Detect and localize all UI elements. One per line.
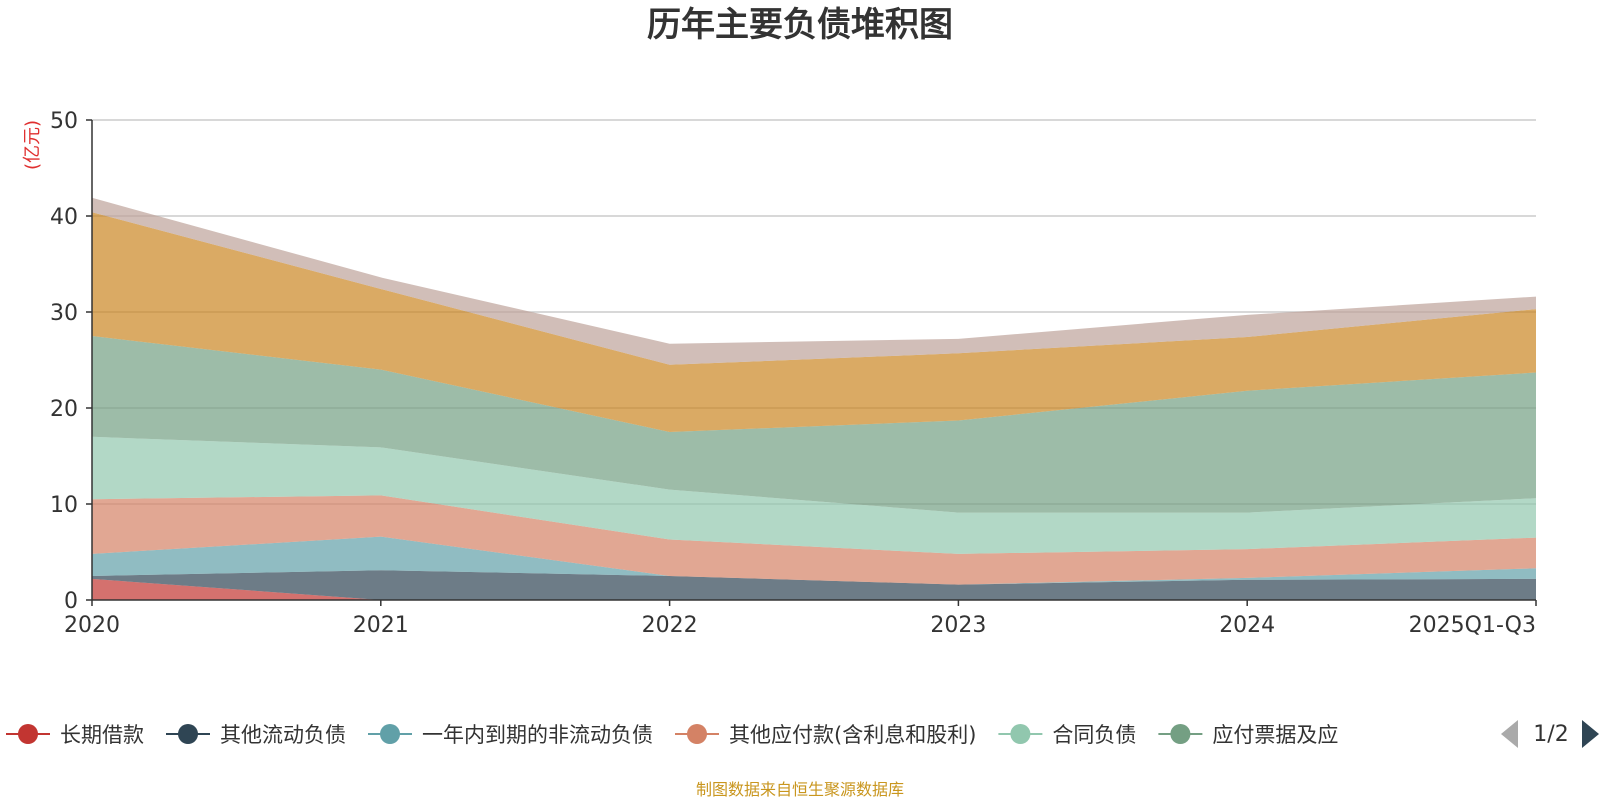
legend-pager: 1/2 [1501, 720, 1599, 748]
y-tick-label-30: 30 [50, 301, 78, 326]
legend-page-indicator: 1/2 [1533, 722, 1568, 747]
y-axis-unit: (亿元) [22, 120, 43, 170]
legend-marker-icon [18, 724, 38, 744]
x-tick-label-1: 2021 [353, 613, 409, 638]
area-series-1[interactable] [92, 570, 1536, 600]
area-series-4[interactable] [92, 436, 1536, 554]
legend-label: 长期借款 [60, 723, 144, 747]
legend-label: 合同负债 [1052, 723, 1136, 747]
legend-label: 一年内到期的非流动负债 [422, 723, 653, 747]
x-tick-label-0: 2020 [64, 613, 120, 638]
area-series-6[interactable] [92, 212, 1536, 432]
source-note: 制图数据来自恒生聚源数据库 [696, 780, 904, 799]
legend-label: 其他流动负债 [220, 723, 346, 747]
legend-item-3[interactable]: 其他应付款(含利息和股利) [675, 723, 976, 747]
area-series-3[interactable] [92, 495, 1536, 585]
legend-next-arrow-icon[interactable] [1582, 720, 1599, 748]
y-tick-label-50: 50 [50, 109, 78, 134]
y-tick-label-20: 20 [50, 397, 78, 422]
x-tick-label-4: 2024 [1219, 613, 1275, 638]
chart-title: 历年主要负债堆积图 [647, 5, 953, 45]
y-tick-label-10: 10 [50, 493, 78, 518]
legend-marker-icon [380, 724, 400, 744]
legend-item-2[interactable]: 一年内到期的非流动负债 [368, 723, 653, 747]
area-series-5[interactable] [92, 336, 1536, 513]
y-tick-label-40: 40 [50, 205, 78, 230]
legend-item-5[interactable]: 应付票据及应 [1158, 723, 1338, 747]
legend-marker-icon [178, 724, 198, 744]
x-tick-label-3: 2023 [930, 613, 986, 638]
legend-item-0[interactable]: 长期借款 [6, 723, 144, 747]
y-tick-label-0: 0 [64, 589, 78, 614]
legend-label: 其他应付款(含利息和股利) [729, 723, 976, 747]
legend-item-1[interactable]: 其他流动负债 [166, 723, 346, 747]
y-axis-ticks: 0 10 20 30 40 50 [50, 109, 92, 614]
x-tick-label-2: 2022 [642, 613, 698, 638]
axes [91, 120, 1536, 601]
legend-marker-icon [687, 724, 707, 744]
area-series-0[interactable] [92, 578, 1536, 600]
x-tick-label-5: 2025Q1-Q3 [1409, 613, 1536, 638]
legend-item-4[interactable]: 合同负债 [998, 723, 1136, 747]
stacked-areas [92, 197, 1536, 600]
legend-marker-icon [1170, 724, 1191, 744]
legend-prev-arrow-icon[interactable] [1501, 720, 1518, 748]
legend-marker-icon [1010, 724, 1031, 744]
legend: 长期借款 其他流动负债 一年内到期的非流动负债 其他应付款(含利息和股利) 合同负债 应付… [6, 723, 1338, 747]
area-series-2[interactable] [92, 536, 1536, 585]
legend-label: 应付票据及应 [1212, 723, 1338, 747]
x-axis-ticks: 2020 2021 2022 2023 2024 2025Q1-Q3 [64, 600, 1537, 638]
area-series-7[interactable] [92, 197, 1536, 365]
